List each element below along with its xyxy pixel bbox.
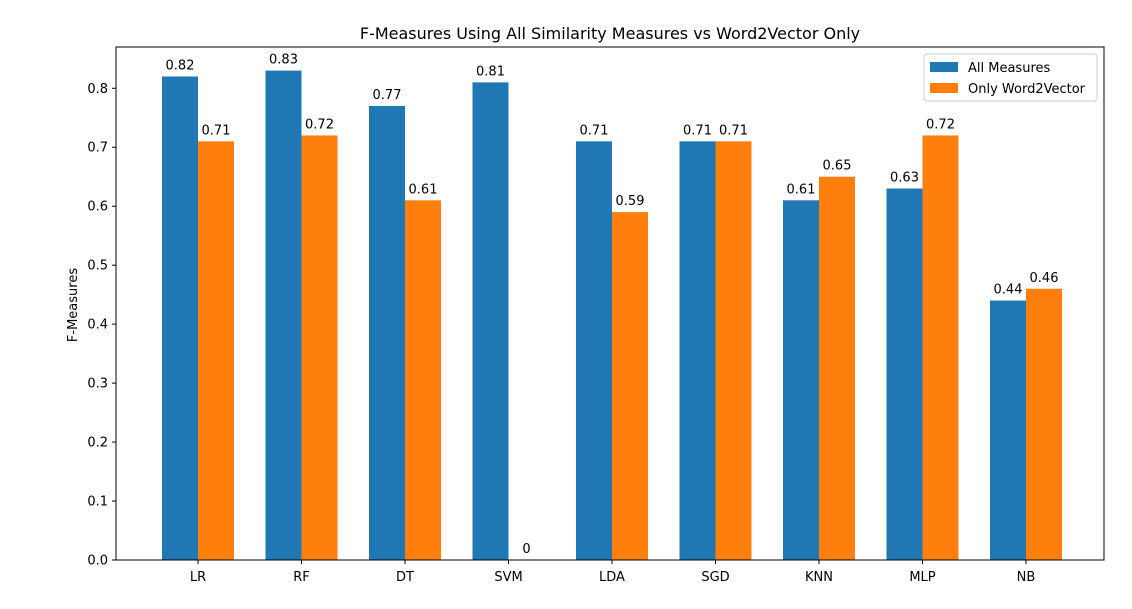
y-tick-label-1: 0.1 xyxy=(87,495,108,510)
bars-group xyxy=(162,70,1062,561)
bar-knn-series-1 xyxy=(819,176,855,561)
y-tick-label-6: 0.6 xyxy=(87,200,108,215)
bar-sgd-series-1 xyxy=(715,141,752,560)
bar-label-sgd-series-1: 0.71 xyxy=(719,123,748,138)
legend-label-1: Only Word2Vector xyxy=(968,82,1086,97)
bar-lda-series-1 xyxy=(612,212,648,560)
legend-label-0: All Measures xyxy=(968,61,1050,76)
bar-knn-series-0 xyxy=(783,200,819,560)
y-tick-label-0: 0.0 xyxy=(87,554,108,569)
x-tick-label-dt: DT xyxy=(396,570,414,585)
bar-lda-series-0 xyxy=(576,141,612,560)
bar-label-nb-series-1: 0.46 xyxy=(1030,271,1059,286)
bar-dt-series-1 xyxy=(405,200,441,560)
bar-label-lr-series-0: 0.82 xyxy=(166,58,195,73)
x-tick-label-nb: NB xyxy=(1017,570,1036,585)
bar-rf-series-0 xyxy=(265,70,302,560)
bar-label-svm-series-1: 0 xyxy=(522,542,530,557)
y-tick-label-8: 0.8 xyxy=(87,82,108,97)
x-tick-label-knn: KNN xyxy=(805,570,833,585)
bar-label-mlp-series-0: 0.63 xyxy=(890,171,919,186)
legend-swatch-1 xyxy=(930,83,958,93)
legend-box xyxy=(923,53,1098,102)
y-tick-label-7: 0.7 xyxy=(87,141,108,156)
y-tick-label-4: 0.4 xyxy=(87,318,108,333)
bar-label-nb-series-0: 0.44 xyxy=(994,283,1023,298)
y-tick-label-5: 0.5 xyxy=(87,259,108,274)
chart-title: F-Measures Using All Similarity Measures… xyxy=(360,24,860,43)
x-tick-label-svm: SVM xyxy=(494,570,522,585)
legend: All Measures Only Word2Vector xyxy=(923,53,1098,102)
legend-swatch-0 xyxy=(930,62,958,72)
x-tick-label-lr: LR xyxy=(190,570,206,585)
bar-label-knn-series-0: 0.61 xyxy=(787,182,816,197)
bar-label-svm-series-0: 0.81 xyxy=(476,64,505,79)
bar-label-mlp-series-1: 0.72 xyxy=(926,117,955,132)
bar-mlp-series-0 xyxy=(886,188,923,560)
y-axis: 0.0 0.1 0.2 0.3 0.4 0.5 0.6 0.7 0.8 xyxy=(87,82,116,569)
bar-labels-group: 0.82 0.71 0.83 0.72 0.77 0.61 0.81 0 0.71 0.59 0.7… xyxy=(166,53,1059,557)
bar-label-lr-series-1: 0.71 xyxy=(202,123,231,138)
bar-label-dt-series-0: 0.77 xyxy=(373,88,402,103)
plot-frame xyxy=(115,46,1105,561)
bar-label-rf-series-0: 0.83 xyxy=(269,53,298,68)
bar-nb-series-1 xyxy=(1026,288,1062,560)
y-tick-label-2: 0.2 xyxy=(87,436,108,451)
bar-sgd-series-0 xyxy=(679,141,716,560)
bar-label-lda-series-1: 0.59 xyxy=(616,194,645,209)
bar-lr-series-1 xyxy=(198,141,234,560)
bar-label-sgd-series-0: 0.71 xyxy=(683,123,712,138)
y-axis-label: F-Measures xyxy=(66,268,81,342)
bar-lr-series-0 xyxy=(162,76,198,560)
bar-dt-series-0 xyxy=(369,105,405,560)
y-tick-label-3: 0.3 xyxy=(87,377,108,392)
x-axis: LR RF DT SVM LDA SGD KNN MLP NB xyxy=(190,560,1035,585)
bar-rf-series-1 xyxy=(301,135,338,560)
x-tick-label-lda: LDA xyxy=(599,570,625,585)
x-tick-label-sgd: SGD xyxy=(701,570,729,585)
bar-svm-series-0 xyxy=(472,82,509,561)
bar-mlp-series-1 xyxy=(922,135,959,560)
bar-label-dt-series-1: 0.61 xyxy=(409,182,438,197)
x-tick-label-mlp: MLP xyxy=(909,570,935,585)
x-tick-label-rf: RF xyxy=(293,570,310,585)
bar-label-lda-series-0: 0.71 xyxy=(580,123,609,138)
bar-label-knn-series-1: 0.65 xyxy=(823,159,852,174)
bar-label-rf-series-1: 0.72 xyxy=(305,117,334,132)
bar-nb-series-0 xyxy=(990,300,1026,560)
